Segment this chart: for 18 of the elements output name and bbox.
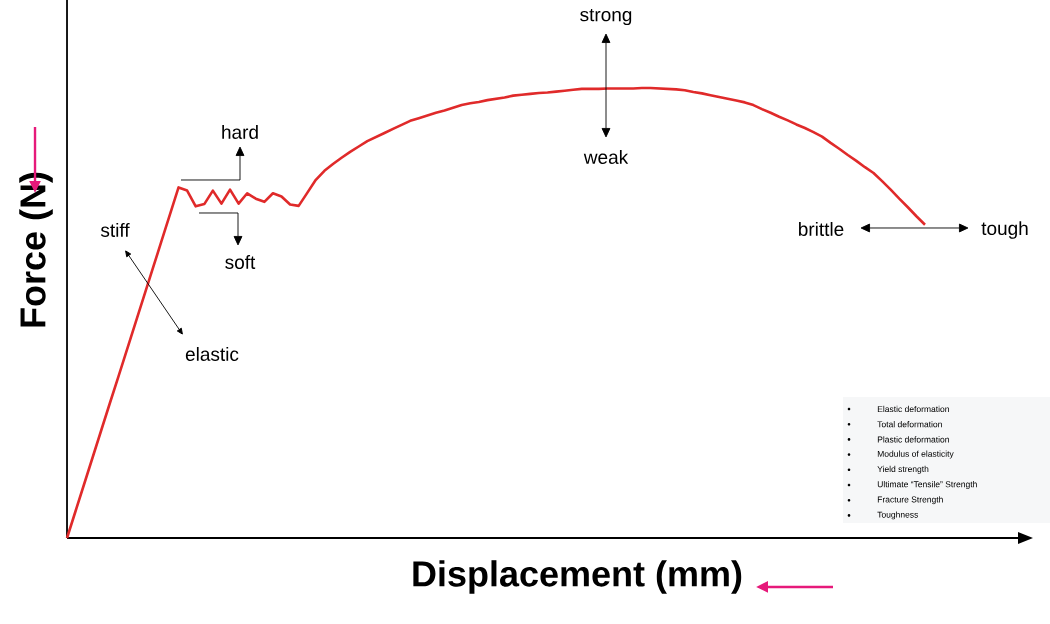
annotation: Yield strength — [877, 465, 929, 474]
annotation: Modulus of elasticity — [877, 450, 954, 459]
annotation: Fracture Strength — [877, 496, 943, 505]
annotation: stiff — [100, 223, 130, 237]
annotation: soft — [225, 255, 256, 269]
annotation: elastic — [185, 347, 239, 361]
annotation: Elastic deformation — [877, 405, 949, 413]
y-axis-title: Force (N) — [19, 172, 53, 327]
annotation: brittle — [798, 222, 844, 236]
text: strong — [580, 8, 632, 26]
annotation: weak — [583, 150, 629, 164]
annotation: Ultimate “Tensile” Strength — [877, 481, 977, 489]
text: tough — [981, 221, 1028, 239]
annotation: Plastic deformation — [877, 436, 949, 443]
annotation: Total deformation — [877, 421, 942, 428]
x-axis-title: Displacement (mm) — [413, 560, 742, 594]
annotation: Toughness — [877, 511, 918, 520]
annotation: hard — [222, 125, 258, 139]
